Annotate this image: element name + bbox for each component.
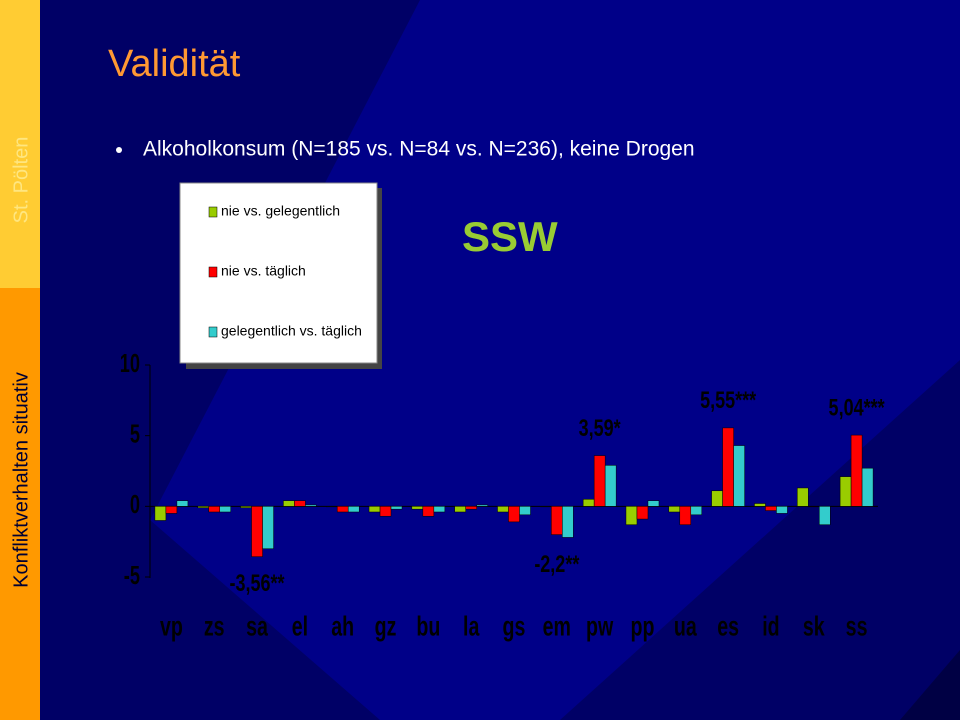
y-tick-label: 5 <box>130 419 140 448</box>
bar <box>336 506 349 513</box>
sidebar-bottom <box>0 288 40 720</box>
x-tick-label: ua <box>674 611 697 642</box>
y-tick-label: 0 <box>130 490 140 519</box>
x-tick-label: em <box>543 611 571 642</box>
x-tick-label: sk <box>803 611 825 642</box>
annotation: -2,2** <box>534 551 580 577</box>
x-tick-label: es <box>717 611 739 642</box>
bar <box>154 506 167 521</box>
x-tick-label: zs <box>204 611 225 642</box>
bar <box>850 434 863 507</box>
annotation: 3,59* <box>579 416 622 442</box>
bar <box>690 506 703 516</box>
bar <box>240 506 252 508</box>
annotation: 5,55*** <box>700 388 757 414</box>
bar <box>165 506 178 514</box>
bar <box>379 506 392 517</box>
bar <box>776 506 788 514</box>
bar <box>422 506 435 517</box>
bar <box>454 506 466 513</box>
bar <box>476 504 488 507</box>
bar <box>411 506 424 510</box>
bar <box>765 506 777 511</box>
bar <box>283 500 295 507</box>
bar <box>625 506 638 525</box>
bar <box>797 487 809 507</box>
bar <box>497 506 509 513</box>
legend-label: nie vs. täglich <box>221 263 306 279</box>
bar <box>839 476 852 507</box>
y-tick-label: 10 <box>120 349 140 378</box>
sidebar-bottom-text: Konfliktverhalten situativ <box>10 372 32 588</box>
bar <box>465 506 477 510</box>
x-tick-label: la <box>463 611 480 642</box>
bar <box>540 506 552 508</box>
bar <box>668 506 681 513</box>
bar <box>390 506 403 510</box>
x-tick-label: bu <box>416 611 440 642</box>
bar <box>582 499 595 507</box>
bullet-text: Alkoholkonsum (N=185 vs. N=84 vs. N=236)… <box>143 138 695 161</box>
x-tick-label: ss <box>846 611 868 642</box>
bar <box>347 506 360 513</box>
bar <box>368 506 381 513</box>
legend-swatch <box>208 206 218 218</box>
slide-title: Validität <box>108 43 241 85</box>
x-tick-label: pw <box>586 611 613 642</box>
bar <box>508 506 520 523</box>
bar <box>208 506 220 513</box>
sidebar-top <box>0 0 40 288</box>
bar <box>861 467 874 507</box>
bar <box>711 490 723 507</box>
bar <box>819 506 831 525</box>
bg-corner <box>900 650 960 720</box>
bar <box>433 506 446 513</box>
bar <box>197 506 209 508</box>
x-tick-label: el <box>292 611 308 642</box>
bar <box>251 506 263 557</box>
legend-label: gelegentlich vs. täglich <box>221 323 362 339</box>
x-tick-label: pp <box>631 611 655 642</box>
x-tick-label: gs <box>503 611 526 642</box>
bar <box>647 500 660 507</box>
x-tick-label: ah <box>331 611 354 642</box>
annotation: -3,56** <box>230 571 286 597</box>
legend-swatch <box>208 266 218 278</box>
bar <box>219 506 231 513</box>
bg-shape <box>150 0 960 720</box>
x-tick-label: id <box>762 611 779 642</box>
bullet-dot <box>116 147 122 153</box>
sidebar-top-text: St. Pölten <box>10 137 32 224</box>
legend-label: nie vs. gelegentlich <box>221 203 340 219</box>
bar <box>519 506 531 516</box>
bar <box>722 427 734 507</box>
bar <box>551 506 563 535</box>
y-tick-label: -5 <box>124 561 140 590</box>
bar <box>305 504 317 507</box>
chart-title: SSW <box>462 213 558 260</box>
bar <box>636 506 649 520</box>
bar <box>562 506 574 538</box>
bar <box>262 506 274 549</box>
annotation: 5,04*** <box>829 395 886 421</box>
bar <box>604 465 617 507</box>
bar <box>176 500 189 507</box>
x-tick-label: gz <box>375 611 397 642</box>
legend-swatch <box>208 326 218 338</box>
bar <box>325 506 338 508</box>
x-tick-label: vp <box>160 611 183 642</box>
x-tick-label: sa <box>246 611 268 642</box>
bar <box>593 455 606 507</box>
bar <box>733 445 745 507</box>
bar <box>679 506 692 525</box>
bar <box>808 506 820 508</box>
bar <box>294 500 306 507</box>
bar <box>754 503 766 507</box>
